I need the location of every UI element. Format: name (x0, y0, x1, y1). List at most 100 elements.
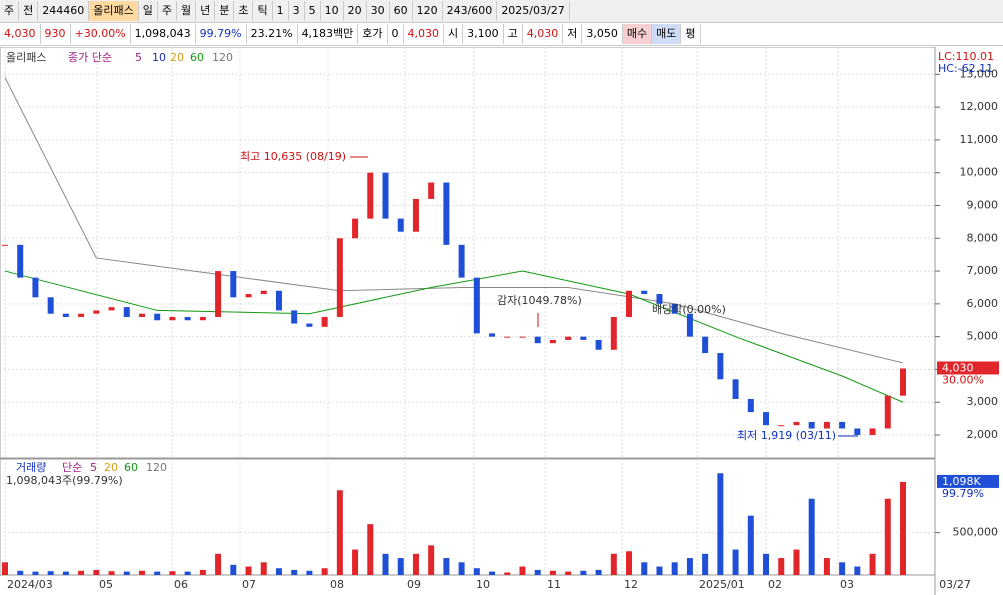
candle (93, 310, 100, 314)
toolbar-item: 4,030 (0, 24, 41, 44)
candle (275, 290, 282, 311)
candle (62, 313, 69, 317)
toolbar-item[interactable]: 주 (0, 1, 20, 21)
candle (504, 336, 511, 338)
candle (382, 172, 389, 219)
toolbar-item[interactable]: 매수 (622, 24, 653, 44)
y-tick-label: 500,000 (953, 526, 999, 539)
volume-bar (549, 570, 556, 575)
candle (808, 421, 815, 429)
candle (138, 313, 145, 317)
volume-bar (336, 490, 343, 575)
candle (686, 313, 693, 337)
volume-bar (686, 558, 693, 575)
toolbar-item: 3,100 (463, 24, 504, 44)
moving-average (4, 270, 904, 403)
volume-bar (641, 562, 648, 575)
volume-bar (504, 572, 511, 575)
candle (595, 339, 602, 350)
volume-bar (428, 545, 435, 575)
y-tick-label: 6,000 (967, 297, 999, 310)
candle (321, 316, 328, 327)
volume-bar (260, 562, 267, 575)
candle (352, 218, 359, 239)
volume-bar (62, 571, 69, 575)
volume-bar (93, 569, 100, 575)
y-tick-label: 7,000 (967, 264, 999, 277)
toolbar-item[interactable]: 30 (367, 1, 390, 21)
toolbar-item[interactable]: 일 (139, 1, 158, 21)
volume-bar (489, 571, 496, 575)
toolbar-item[interactable]: 주 (158, 1, 177, 21)
toolbar-item[interactable]: 120 (413, 1, 443, 21)
moving-average (4, 77, 904, 364)
toolbar-item[interactable]: 올리패스 (89, 1, 139, 21)
candle (884, 395, 891, 429)
toolbar-item[interactable]: 60 (390, 1, 413, 21)
annotation: 감자(1049.78%) (497, 294, 582, 307)
candle (823, 421, 830, 429)
x-tick-label: 09 (407, 578, 421, 591)
candle (367, 172, 374, 219)
candle (412, 198, 419, 232)
toolbar-item[interactable]: 평 (681, 24, 701, 44)
volume-bar (443, 558, 450, 575)
y-tick-label: 11,000 (960, 133, 999, 146)
toolbar-item[interactable]: 243/600 (443, 1, 498, 21)
volume-bar (900, 481, 906, 575)
candle (108, 307, 115, 311)
toolbar-item: 4,030 (404, 24, 445, 44)
toolbar-item: 1,098,043 (131, 24, 196, 44)
toolbar-item[interactable]: 5 (305, 1, 321, 21)
x-tick-label: 11 (547, 578, 561, 591)
volume-bar (154, 571, 161, 575)
toolbar-item: 시 (444, 24, 464, 44)
volume-bar (854, 566, 861, 575)
toolbar-item[interactable]: 3 (289, 1, 305, 21)
candle (778, 425, 785, 427)
candle (534, 336, 541, 344)
legend-item: 120 (146, 461, 167, 474)
toolbar-item[interactable]: 초 (234, 1, 254, 21)
y-tick-label: 9,000 (967, 198, 999, 211)
volume-bar (230, 564, 237, 575)
toolbar-item[interactable]: 분 (215, 1, 235, 21)
toolbar-item[interactable]: 년 (196, 1, 216, 21)
legend-item: 단순 (62, 461, 82, 474)
candle (245, 294, 252, 298)
annotation: 최고 10,635 (08/19) (240, 150, 346, 163)
x-tick-label: 08 (330, 578, 344, 591)
legend-item: 5 (135, 51, 142, 64)
toolbar-item[interactable]: 틱 (253, 1, 273, 21)
x-tick-label: 10 (476, 578, 490, 591)
volume-bar (215, 553, 222, 575)
toolbar-item[interactable]: 244460 (38, 1, 90, 21)
y-tick-label: 13,000 (960, 67, 999, 80)
volume-bar (839, 562, 846, 575)
toolbar-item[interactable]: 전 (19, 1, 39, 21)
toolbar-item[interactable]: 20 (344, 1, 367, 21)
toolbar-item[interactable]: 매도 (652, 24, 682, 44)
candle (260, 290, 267, 295)
volume-bar (534, 569, 541, 575)
toolbar-item[interactable]: 2025/03/27 (497, 1, 570, 21)
toolbar-row2: 4,030 930 +30.00% 1,098,043 99.79% 23.21% 4,18… (0, 23, 1003, 46)
toolbar-item[interactable]: 10 (321, 1, 344, 21)
candle (656, 294, 663, 304)
candle (854, 428, 861, 436)
x-tick-label: 05 (99, 578, 113, 591)
candle (17, 244, 24, 278)
legend-item: 20 (170, 51, 184, 64)
y-tick-label: 8,000 (967, 231, 999, 244)
annotation: 최저 1,919 (03/11) (737, 429, 836, 442)
candle (839, 421, 846, 429)
candle (489, 333, 496, 337)
candle (580, 336, 587, 340)
volume-tag-bg (937, 474, 999, 488)
volume-bar (2, 562, 8, 575)
toolbar-item[interactable]: 월 (177, 1, 197, 21)
toolbar-item[interactable]: 1 (273, 1, 289, 21)
volume-bar (473, 568, 480, 575)
price-tag-bg (937, 361, 999, 375)
y-tick-label: 5,000 (967, 330, 999, 343)
